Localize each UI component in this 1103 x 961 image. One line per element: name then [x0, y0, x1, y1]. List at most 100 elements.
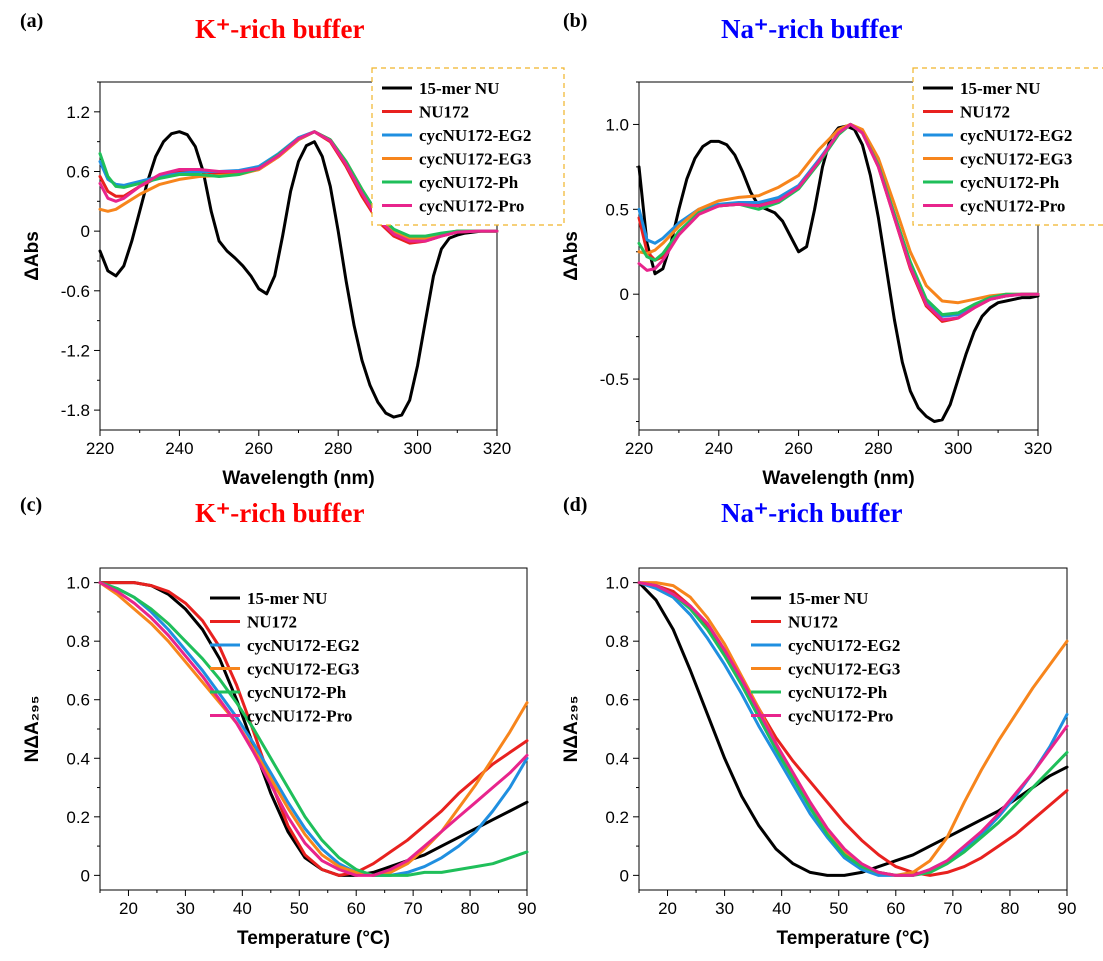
x-tick-label: 40 [233, 899, 252, 918]
y-tick-label: 0.6 [66, 691, 90, 710]
x-tick-label: 300 [944, 439, 972, 458]
panel-letter: (c) [20, 494, 43, 516]
x-axis-label: Wavelength (nm) [762, 468, 914, 489]
y-axis-label: NΔA₂₉₅ [22, 696, 43, 763]
y-tick-label: -0.5 [600, 370, 629, 389]
legend-entry: NU172 [788, 613, 838, 632]
y-tick-label: 1.0 [66, 574, 90, 593]
legend-box [912, 67, 1103, 226]
series-line-15-mer-nu [98, 130, 499, 419]
legend-entry: 15-mer NU [960, 79, 1040, 98]
series-line-cycnu172-pro [98, 130, 499, 243]
x-tick-label: 280 [864, 439, 892, 458]
y-tick-label: 0.4 [605, 749, 629, 768]
series-line-nu172 [637, 581, 1069, 877]
chart-c: 20 30 40 50 60 70 80 90 1.0 0.8 0.6 0.4 0.2 0 Temperat… [22, 567, 537, 949]
x-tick-label: 220 [625, 439, 653, 458]
legend-entry: cycNU172-Ph [419, 173, 519, 192]
series-line-15-mer-nu [637, 581, 1069, 877]
series-line-cycnu172-pro [98, 581, 529, 877]
panel-title: K⁺-rich buffer [195, 14, 365, 44]
x-tick-label: 320 [483, 439, 511, 458]
panel-letter: (a) [20, 10, 44, 32]
chart-d: 20 30 40 50 60 70 80 90 1.0 0.8 0.6 0.4 0.2 0 Temperat… [561, 567, 1076, 949]
y-tick-label: 0.6 [66, 162, 90, 181]
series-line-nu172 [98, 581, 529, 877]
x-tick-label: 280 [324, 439, 352, 458]
x-tick-label: 50 [829, 899, 848, 918]
panel-c: (c) K⁺-rich buffer 20 30 40 50 60 70 80 90 1.0 0.… [0, 480, 551, 961]
legend-entry: 15-mer NU [419, 79, 499, 98]
legend: 15-mer NU NU172 cycNU172-EG2 cycNU172-EG3 cy… [371, 67, 565, 226]
x-tick-label: 240 [165, 439, 193, 458]
panel-a: (a) K⁺-rich buffer 220 240 260 280 300 320 1.2… [0, 0, 565, 489]
x-tick-label: 70 [943, 899, 962, 918]
x-axis-label: Wavelength (nm) [222, 468, 374, 489]
y-tick-label: 0.5 [605, 200, 629, 219]
legend-entry: cycNU172-EG2 [247, 636, 359, 655]
legend-entry: cycNU172-EG2 [419, 126, 531, 145]
series-line-cycnu172-eg2 [637, 581, 1069, 877]
y-tick-label: 0.4 [66, 749, 90, 768]
legend-entry: cycNU172-Ph [247, 683, 347, 702]
legend-entry: cycNU172-EG3 [247, 660, 359, 679]
x-tick-label: 60 [347, 899, 366, 918]
series-line-cycnu172-pro [637, 581, 1069, 877]
x-tick-label: 80 [461, 899, 480, 918]
legend-entry: NU172 [960, 103, 1010, 122]
y-tick-label: 0 [81, 222, 90, 241]
panel-title: Na⁺-rich buffer [721, 498, 903, 528]
x-tick-label: 220 [86, 439, 114, 458]
legend: 15-mer NU NU172 cycNU172-EG2 cycNU172-EG3 cy… [912, 67, 1103, 226]
x-tick-label: 240 [705, 439, 733, 458]
legend-entry: cycNU172-Pro [419, 197, 524, 216]
y-tick-label: 0.8 [605, 632, 629, 651]
y-tick-label: 1.2 [66, 103, 90, 122]
y-tick-label: 0 [81, 866, 90, 885]
x-tick-label: 260 [245, 439, 273, 458]
chart-b: 220 240 260 280 300 320 1.0 0.5 0 -0.5 Wavelength … [561, 67, 1103, 489]
x-tick-label: 300 [403, 439, 431, 458]
y-tick-label: -1.8 [61, 401, 90, 420]
y-tick-label: 0.2 [66, 808, 90, 827]
legend-entry: NU172 [247, 613, 297, 632]
y-tick-label: 0.8 [66, 632, 90, 651]
series-line-cycnu172-ph [98, 581, 529, 877]
series-line-cycnu172-pro [637, 122, 1040, 322]
legend-entry: cycNU172-Ph [788, 683, 888, 702]
series-line-cycnu172-eg3 [98, 581, 529, 877]
legend-entry: cycNU172-EG2 [960, 126, 1072, 145]
legend-entry: cycNU172-Pro [247, 707, 352, 726]
panel-letter: (d) [563, 494, 588, 516]
legend: 15-mer NU NU172 cycNU172-EG2 cycNU172-EG3 cy… [751, 589, 900, 726]
y-tick-label: -0.6 [61, 282, 90, 301]
x-axis-label: Temperature (°C) [237, 928, 390, 949]
y-tick-label: 0.2 [605, 808, 629, 827]
x-tick-label: 20 [658, 899, 677, 918]
legend-entry: 15-mer NU [247, 589, 327, 608]
legend-entry: cycNU172-EG3 [419, 150, 531, 169]
y-axis-label: NΔA₂₉₅ [561, 696, 582, 763]
x-tick-label: 30 [715, 899, 734, 918]
y-axis-label: ΔAbs [22, 231, 43, 281]
y-tick-label: 1.0 [605, 574, 629, 593]
y-tick-label: 0 [620, 285, 629, 304]
x-tick-label: 260 [784, 439, 812, 458]
x-tick-label: 90 [518, 899, 537, 918]
x-tick-label: 30 [176, 899, 195, 918]
legend-entry: cycNU172-EG3 [960, 150, 1072, 169]
x-tick-label: 70 [404, 899, 423, 918]
y-axis-label: ΔAbs [561, 231, 582, 281]
series-line-15-mer-nu [637, 124, 1040, 423]
legend-entry: NU172 [419, 103, 469, 122]
x-tick-label: 80 [1000, 899, 1019, 918]
legend-box [371, 67, 565, 226]
y-tick-label: -1.2 [61, 341, 90, 360]
panel-title: Na⁺-rich buffer [721, 14, 903, 44]
legend-entry: cycNU172-Pro [788, 707, 893, 726]
y-tick-label: 1.0 [605, 115, 629, 134]
x-tick-label: 40 [772, 899, 791, 918]
x-tick-label: 60 [886, 899, 905, 918]
legend-entry: cycNU172-EG2 [788, 636, 900, 655]
x-axis-label: Temperature (°C) [777, 928, 930, 949]
